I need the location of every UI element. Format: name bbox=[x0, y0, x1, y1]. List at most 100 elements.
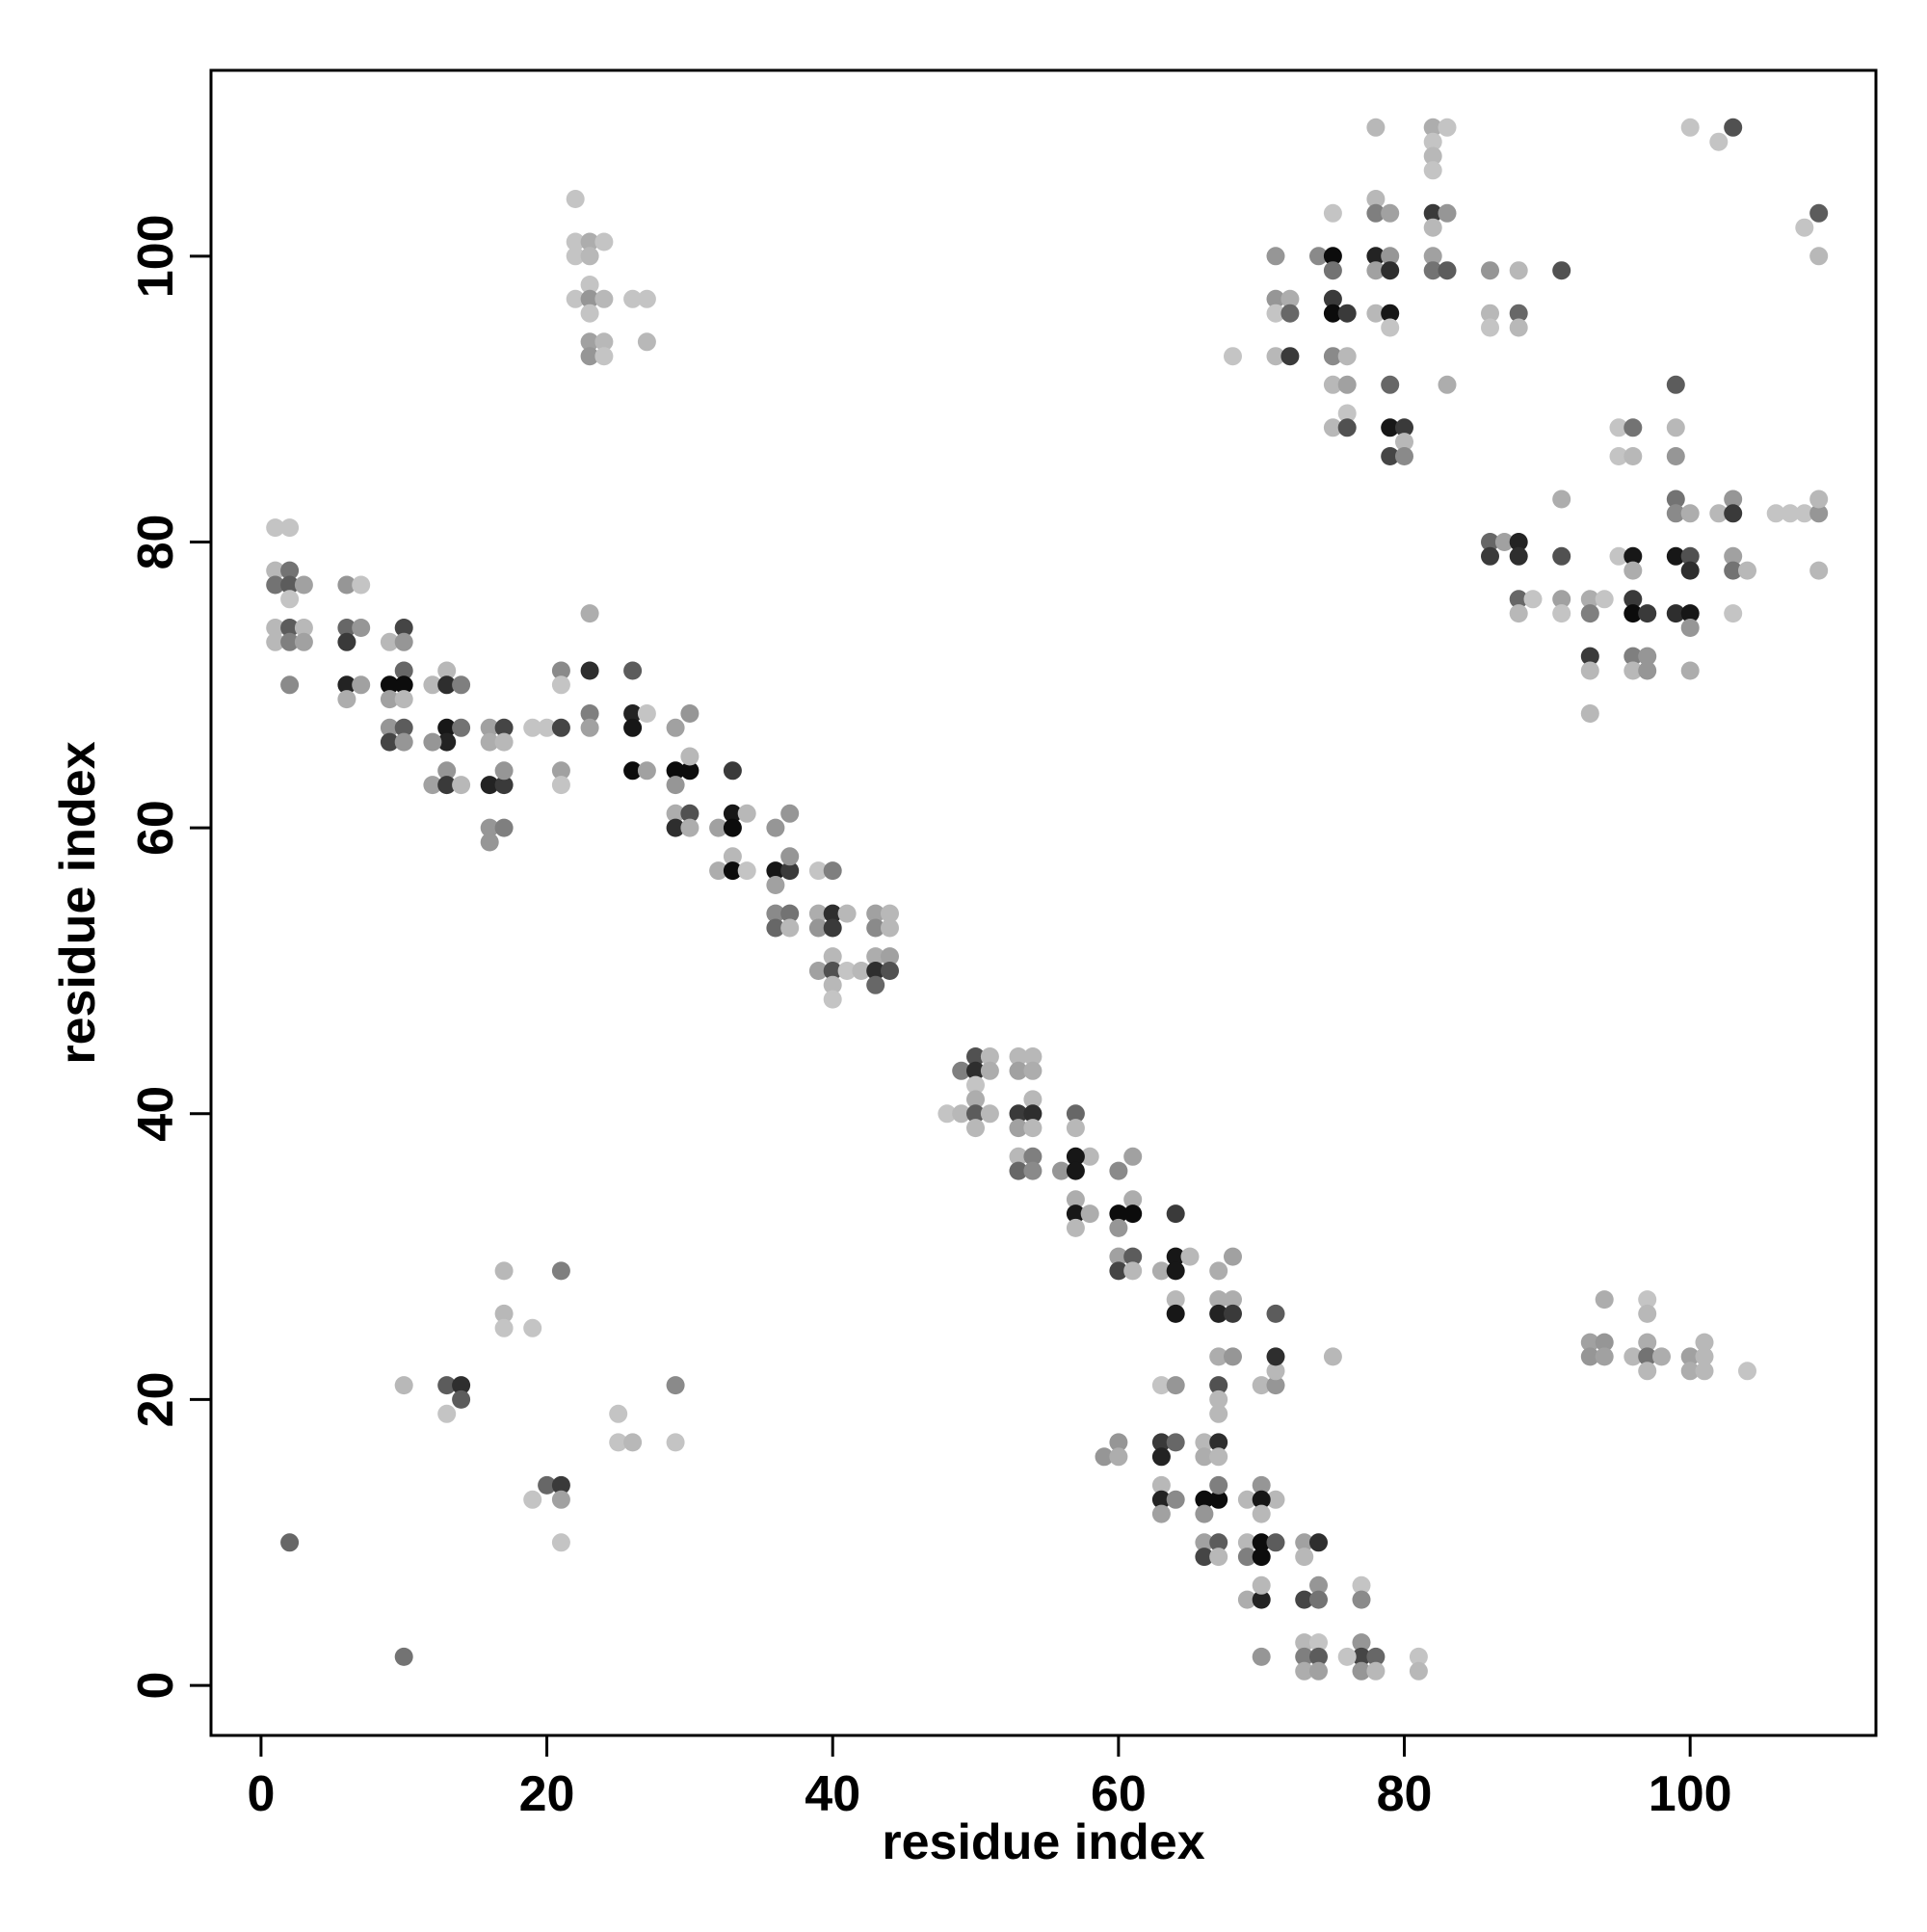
contact-point bbox=[1638, 647, 1657, 666]
contact-point bbox=[437, 675, 457, 695]
contact-point bbox=[1738, 1362, 1756, 1381]
y-axis-title: residue index bbox=[50, 741, 106, 1064]
x-tick-label: 0 bbox=[247, 1766, 275, 1822]
contact-point bbox=[1252, 1647, 1271, 1666]
contact-point bbox=[380, 632, 399, 651]
contact-point bbox=[423, 675, 442, 695]
contact-point bbox=[1209, 1548, 1228, 1567]
contact-point bbox=[352, 619, 371, 637]
contact-point bbox=[723, 761, 742, 781]
contact-point bbox=[494, 732, 514, 752]
contact-point bbox=[723, 847, 742, 866]
contact-point bbox=[452, 1389, 471, 1409]
contact-point bbox=[808, 904, 828, 923]
contact-point bbox=[494, 1261, 514, 1281]
contact-point bbox=[808, 861, 828, 881]
contact-point bbox=[1166, 1490, 1185, 1509]
contact-point bbox=[1809, 490, 1829, 509]
contact-point bbox=[1781, 504, 1800, 523]
contact-point bbox=[1481, 533, 1499, 551]
contact-point bbox=[1195, 1490, 1214, 1509]
contact-point bbox=[1509, 546, 1528, 566]
contact-point bbox=[280, 675, 300, 695]
contact-point bbox=[1023, 1119, 1043, 1138]
contact-point bbox=[1438, 375, 1457, 394]
contact-point bbox=[551, 675, 570, 695]
contact-point bbox=[1609, 546, 1628, 566]
contact-point bbox=[1638, 604, 1657, 623]
contact-point bbox=[1109, 1433, 1128, 1452]
contact-point bbox=[1395, 433, 1413, 452]
contact-point bbox=[1237, 1490, 1256, 1509]
contact-point bbox=[637, 761, 656, 781]
contact-point bbox=[1009, 1147, 1028, 1166]
contact-point bbox=[494, 776, 514, 795]
contact-point bbox=[1224, 1347, 1242, 1366]
contact-point bbox=[266, 575, 285, 595]
contact-point bbox=[823, 962, 842, 980]
contact-point bbox=[1309, 1647, 1328, 1666]
contact-point bbox=[808, 918, 828, 938]
x-tick-label: 100 bbox=[1649, 1766, 1732, 1822]
contact-point bbox=[452, 1376, 471, 1395]
contact-point bbox=[952, 1104, 971, 1124]
contact-point bbox=[766, 904, 785, 923]
contact-point bbox=[1009, 1061, 1028, 1080]
contact-point bbox=[580, 232, 599, 251]
contact-point bbox=[1494, 533, 1514, 551]
contact-point bbox=[1066, 1204, 1085, 1224]
contact-point bbox=[1180, 1247, 1200, 1266]
contact-point bbox=[551, 1533, 570, 1552]
contact-point bbox=[709, 818, 728, 837]
contact-point bbox=[1151, 1490, 1171, 1509]
contact-point bbox=[866, 947, 885, 966]
contact-point bbox=[1323, 347, 1342, 366]
contact-point bbox=[1609, 447, 1628, 465]
contact-point bbox=[1209, 1447, 1228, 1467]
contact-point bbox=[780, 918, 800, 938]
contact-point bbox=[423, 776, 442, 795]
contact-point bbox=[1166, 1290, 1185, 1310]
contact-point bbox=[1095, 1447, 1114, 1467]
contact-point bbox=[394, 1647, 413, 1666]
contact-point bbox=[1323, 203, 1342, 223]
contact-point bbox=[1680, 1362, 1700, 1381]
contact-point bbox=[1680, 118, 1700, 137]
contact-point bbox=[1266, 1304, 1285, 1323]
contact-point bbox=[580, 304, 599, 323]
contact-point bbox=[1423, 203, 1442, 223]
contact-point bbox=[1266, 1362, 1285, 1381]
contact-point bbox=[766, 861, 785, 881]
contact-point bbox=[1552, 261, 1571, 280]
contact-point bbox=[352, 675, 371, 695]
contact-point bbox=[1795, 504, 1814, 523]
contact-point bbox=[1352, 1590, 1371, 1609]
contact-point bbox=[1337, 347, 1357, 366]
contact-point bbox=[337, 675, 356, 695]
contact-point bbox=[1109, 1161, 1128, 1180]
contact-point bbox=[623, 1433, 643, 1452]
contact-point bbox=[1595, 1333, 1614, 1352]
y-tick-label: 100 bbox=[128, 214, 184, 298]
contact-point bbox=[266, 632, 285, 651]
contact-point bbox=[1052, 1161, 1070, 1180]
contact-point bbox=[1209, 1433, 1228, 1452]
contact-point bbox=[937, 1104, 957, 1124]
contact-point bbox=[1151, 1504, 1171, 1523]
contact-point bbox=[1252, 1475, 1271, 1495]
contact-point bbox=[1280, 304, 1300, 323]
contact-point bbox=[881, 962, 899, 980]
contact-point bbox=[551, 761, 570, 781]
contact-point bbox=[1680, 561, 1700, 580]
contact-point bbox=[1209, 1376, 1228, 1395]
contact-point bbox=[1666, 604, 1685, 623]
contact-point bbox=[538, 718, 557, 737]
contact-point bbox=[280, 1533, 300, 1552]
contact-point bbox=[551, 661, 570, 680]
contact-point bbox=[1252, 1376, 1271, 1395]
contact-point bbox=[1638, 1290, 1657, 1310]
contact-point bbox=[1409, 1647, 1428, 1666]
contact-point bbox=[1438, 118, 1457, 137]
contact-point bbox=[1381, 375, 1400, 394]
